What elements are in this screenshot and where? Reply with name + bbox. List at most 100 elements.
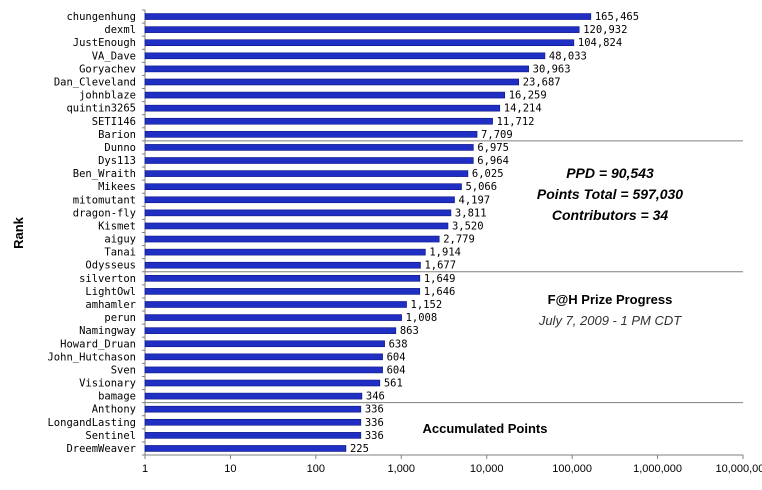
bar xyxy=(144,261,421,269)
category-label: John_Hutchason xyxy=(47,351,136,363)
value-label: 863 xyxy=(400,325,419,337)
bar xyxy=(144,157,474,164)
category-label: LightOwl xyxy=(85,286,136,298)
value-label: 16,259 xyxy=(509,90,547,102)
bar xyxy=(144,353,383,361)
value-label: 30,963 xyxy=(533,63,571,75)
category-label: mitomutant xyxy=(73,194,136,206)
category-label: SETI146 xyxy=(92,116,136,128)
x-tick-label: 100,000 xyxy=(552,463,592,475)
category-label: Sentinel xyxy=(85,430,136,442)
value-label: 336 xyxy=(365,417,384,429)
value-label: 48,033 xyxy=(549,50,587,62)
category-label: Dunno xyxy=(104,142,136,154)
bar xyxy=(144,445,347,452)
value-label: 4,197 xyxy=(459,194,491,206)
category-label: Anthony xyxy=(92,404,136,416)
value-label: 561 xyxy=(384,378,403,390)
category-label: Dys113 xyxy=(98,155,136,167)
category-label: silverton xyxy=(79,273,136,285)
category-label: DreemWeaver xyxy=(66,443,136,455)
category-label: JustEnough xyxy=(73,37,136,49)
category-label: Kismet xyxy=(98,220,136,232)
category-label: Namingway xyxy=(79,325,136,337)
bar xyxy=(144,392,363,400)
value-label: 1,646 xyxy=(424,286,456,298)
x-tick-label: 1,000,000 xyxy=(633,463,682,475)
category-label: Tanai xyxy=(104,247,136,259)
x-tick-label: 1 xyxy=(142,463,148,475)
bar xyxy=(144,52,546,60)
bar xyxy=(144,65,529,73)
value-label: 5,066 xyxy=(465,181,497,193)
bar xyxy=(144,104,501,112)
points-total-stat: Points Total = 597,030 xyxy=(536,186,684,202)
value-label: 104,824 xyxy=(578,37,622,49)
category-label: johnblaze xyxy=(79,90,136,102)
value-label: 1,914 xyxy=(429,247,461,259)
bar xyxy=(144,301,407,308)
value-label: 2,779 xyxy=(443,234,475,246)
category-label: LongandLasting xyxy=(47,417,136,429)
x-axis-title: Accumulated Points xyxy=(423,421,548,436)
bar xyxy=(144,131,478,138)
x-tick-label: 1,000 xyxy=(388,463,416,475)
value-label: 638 xyxy=(389,338,408,350)
category-label: Barion xyxy=(98,129,136,141)
bar xyxy=(144,235,440,243)
category-label: bamage xyxy=(98,391,136,403)
value-label: 3,811 xyxy=(455,207,487,219)
category-label: Odysseus xyxy=(85,260,136,272)
value-label: 346 xyxy=(366,391,385,403)
bar xyxy=(144,418,362,426)
category-label: amhamler xyxy=(85,299,136,311)
bar xyxy=(144,13,592,20)
value-label: 336 xyxy=(365,430,384,442)
value-label: 23,687 xyxy=(523,76,561,88)
category-label: Dan_Cleveland xyxy=(54,76,136,88)
category-label: dragon-fly xyxy=(73,207,136,219)
category-label: dexml xyxy=(104,24,136,36)
value-label: 6,025 xyxy=(472,168,504,180)
x-tick-label: 10 xyxy=(224,463,236,475)
category-label: Sven xyxy=(111,364,136,376)
y-axis-title: Rank xyxy=(11,216,26,249)
category-label: perun xyxy=(104,312,136,324)
bar xyxy=(144,183,462,190)
category-label: Visionary xyxy=(79,378,136,390)
category-label: quintin3265 xyxy=(66,103,136,115)
bar xyxy=(144,196,455,204)
bar xyxy=(144,405,362,413)
value-label: 7,709 xyxy=(481,129,513,141)
value-label: 3,520 xyxy=(452,220,484,232)
bar xyxy=(144,288,421,295)
bar xyxy=(144,275,421,282)
value-label: 6,975 xyxy=(477,142,509,154)
bar xyxy=(144,209,452,217)
bar xyxy=(144,340,385,348)
category-label: aiguy xyxy=(104,234,136,246)
value-label: 1,008 xyxy=(406,312,438,324)
value-label: 336 xyxy=(365,404,384,416)
bar xyxy=(144,26,580,33)
x-tick-label: 100 xyxy=(307,463,325,475)
value-label: 11,712 xyxy=(497,116,535,128)
value-label: 6,964 xyxy=(477,155,509,167)
bar xyxy=(144,379,381,387)
category-label: Mikees xyxy=(98,181,136,193)
x-tick-label: 10,000,000 xyxy=(715,463,762,475)
category-label: Goryachev xyxy=(79,63,136,75)
bar xyxy=(144,222,449,230)
category-label: chungenhung xyxy=(66,11,136,23)
bar xyxy=(144,366,383,374)
bar xyxy=(144,91,506,99)
value-label: 225 xyxy=(350,443,369,455)
contributors-stat: Contributors = 34 xyxy=(551,207,669,223)
category-label: Howard_Druan xyxy=(60,338,136,350)
progress-title: F@H Prize Progress xyxy=(547,292,673,307)
bar xyxy=(144,170,469,177)
value-label: 165,465 xyxy=(595,11,639,23)
bar xyxy=(144,248,426,256)
